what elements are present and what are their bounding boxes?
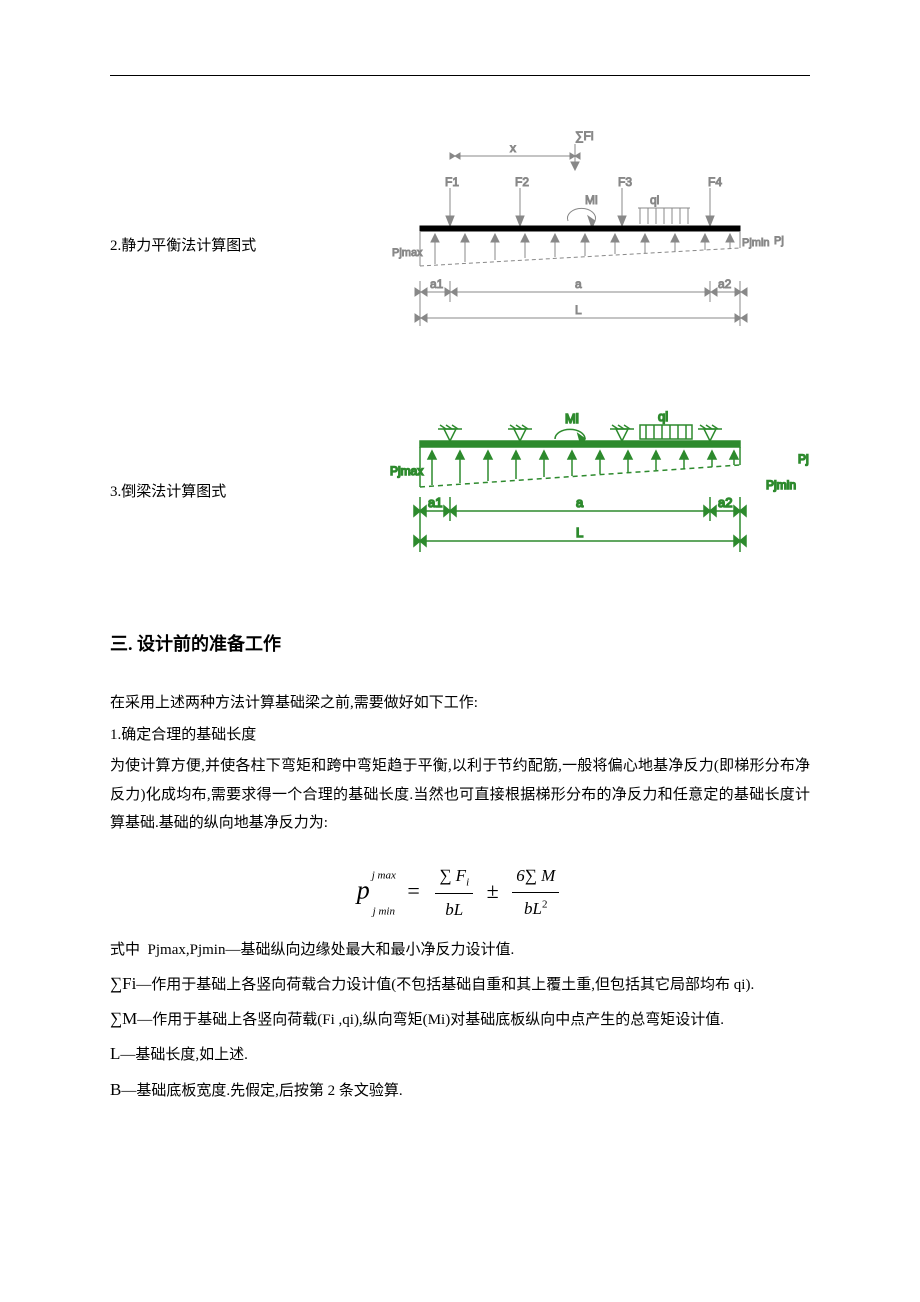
desc-1: 式中 Pjmax,Pjmin—基础纵向边缘处最大和最小净反力设计值. [110,936,810,965]
L-label: L [575,303,582,317]
a1-label: a1 [428,495,442,510]
figure-2-diagram: Mi qi Pjmax Pjmin Pj [390,407,830,578]
para-item1: 1.确定合理的基础长度 [110,721,810,750]
F4-label: F4 [708,175,722,189]
desc-4: L—基础长度,如上述. [110,1038,810,1070]
F3-label: F3 [618,175,632,189]
F1-label: F1 [445,175,459,189]
Pj-label: Pj [774,235,784,247]
figure-1-row: 2.静力平衡法计算图式 ∑Fi x F1 F2 F3 F4 [110,126,810,367]
a2-label: a2 [718,277,732,291]
para-intro: 在采用上述两种方法计算基础梁之前,需要做好如下工作: [110,689,810,718]
L-label: L [576,525,583,540]
a1-label: a1 [430,277,444,291]
qi-label: qi [650,193,659,207]
desc-5: B—基础底板宽度.先假定,后按第 2 条文验算. [110,1074,810,1106]
figure-2-caption: 3.倒梁法计算图式 [110,478,390,507]
a2-label: a2 [718,495,732,510]
Mi-label: Mi [565,411,579,426]
figure-1-caption: 2.静力平衡法计算图式 [110,232,390,261]
Pjmax-label: Pjmax [390,464,423,478]
F2-label: F2 [515,175,529,189]
Pj-label: Pj [798,452,809,466]
Mi-label: Mi [585,193,598,207]
Pjmin-label: Pjmin [742,237,770,249]
sumF-label: ∑Fi [575,129,594,143]
Pjmax-label: Pjmax [392,247,423,259]
x-label: x [510,141,516,155]
desc-3: ∑M—作用于基础上各竖向荷载(Fi ,qi),纵向弯矩(Mi)对基础底板纵向中点… [110,1003,810,1035]
figure-1-diagram: ∑Fi x F1 F2 F3 F4 Mi [390,126,810,367]
qi-label: qi [658,409,668,424]
section-3-title: 三. 设计前的准备工作 [110,627,810,661]
para-item1-body: 为使计算方便,并使各柱下弯矩和跨中弯矩趋于平衡,以利于节约配筋,一般将偏心地基净… [110,752,810,838]
desc-2: ∑Fi—作用于基础上各竖向荷载合力设计值(不包括基础自重和其上覆土重,但包括其它… [110,968,810,1000]
top-rule [110,75,810,76]
figure-2-row: 3.倒梁法计算图式 Mi qi [110,407,810,578]
a-label: a [575,277,582,291]
formula-pj: pj maxj min = ∑ FibL ± 6∑ MbL2 [110,860,810,927]
Pjmin-label: Pjmin [766,478,796,492]
a-label: a [576,495,584,510]
